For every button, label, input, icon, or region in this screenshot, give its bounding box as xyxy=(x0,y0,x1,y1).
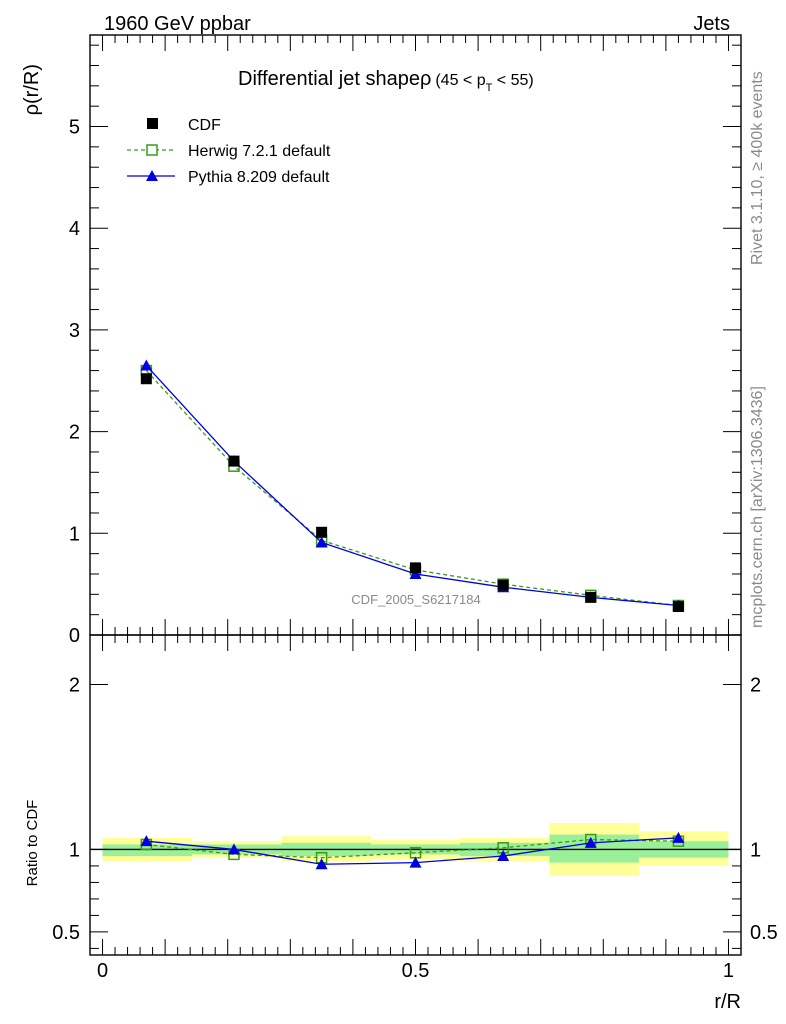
legend-herwig-marker xyxy=(146,144,158,156)
main-y-axis-label: ρ(r/R) xyxy=(21,64,43,115)
main-cdf-point xyxy=(497,579,509,591)
ratio-pythia-point xyxy=(140,835,153,847)
main-pythia-point xyxy=(315,536,328,548)
ratio-pythia-point xyxy=(497,850,510,862)
ratio-band-green xyxy=(102,844,193,857)
header-right-text: Jets xyxy=(693,13,730,35)
ratio-ticks xyxy=(90,635,741,955)
ratio-pythia-point xyxy=(227,843,240,855)
main-panel: 0 1 2 3 4 5 ρ(r/R) Differential jet shapeρ (45… xyxy=(21,34,742,647)
x-tick-label: 1 xyxy=(723,960,734,982)
main-pythia-point xyxy=(409,567,422,579)
ratio-y-tick-label-left: 2 xyxy=(69,674,80,696)
x-tick-label: 0.5 xyxy=(402,960,430,982)
main-cdf-point xyxy=(585,591,597,603)
main-y-tick-label: 5 xyxy=(69,117,80,139)
main-y-tick-label: 1 xyxy=(69,523,80,545)
rivet-version-text: Rivet 3.1.10, ≥ 400k events xyxy=(749,71,766,265)
legend-pythia-label: Pythia 8.209 default xyxy=(188,169,330,186)
analysis-watermark: CDF_2005_S6217184 xyxy=(351,592,480,607)
main-chart-title-range-end: < 55) xyxy=(492,72,533,89)
x-axis-label: r/R xyxy=(714,991,741,1013)
ratio-y-tick-labels: 0.5 0.5 1 1 2 2 xyxy=(52,674,778,943)
header-left-text: 1960 GeV ppbar xyxy=(104,13,251,35)
legend: CDF Herwig 7.2.1 default Pythia 8.209 de… xyxy=(127,117,331,186)
legend-cdf-label: CDF xyxy=(188,117,221,134)
ratio-panel: 0.5 0.51 12 2 0 0.5 1 Ratio to CDF r/R xyxy=(24,634,778,1013)
ratio-marks xyxy=(140,831,685,870)
main-y-tick-label: 3 xyxy=(69,320,80,342)
ratio-band-green xyxy=(549,834,639,863)
main-chart-title-text: Differential jet shapeρ xyxy=(238,68,431,90)
main-pythia-point xyxy=(140,359,153,371)
x-tick-labels: 0 0.5 1 xyxy=(97,960,734,982)
legend-pythia-marker xyxy=(146,170,158,181)
ratio-pythia-point xyxy=(315,858,328,870)
legend-herwig-label: Herwig 7.2.1 default xyxy=(188,143,331,160)
main-cdf-point xyxy=(140,373,152,385)
ratio-y-tick-label-right: 1 xyxy=(750,839,761,861)
main-cdf-point xyxy=(228,455,240,467)
ratio-frame xyxy=(89,634,742,956)
mcplots-reference-text: mcplots.cern.ch [arXiv:1306.3436] xyxy=(749,386,766,628)
ratio-y-tick-label-left: 1 xyxy=(69,839,80,861)
ratio-uncertainty-bands xyxy=(90,823,741,876)
ratio-y-tick-label-right: 2 xyxy=(750,674,761,696)
main-cdf-point xyxy=(672,601,684,613)
x-tick-label: 0 xyxy=(97,960,108,982)
main-y-tick-label: 0 xyxy=(69,625,80,647)
ratio-y-axis-label: Ratio to CDF xyxy=(24,800,41,887)
ratio-pythia-point xyxy=(672,831,685,843)
main-marks xyxy=(140,359,685,613)
main-chart-title-subscript: T xyxy=(486,82,493,94)
ratio-pythia-point xyxy=(584,836,597,848)
legend-cdf-marker xyxy=(147,118,158,129)
main-chart-title-range: (45 < p xyxy=(435,72,485,89)
ratio-herwig-line xyxy=(146,838,679,859)
main-y-tick-label: 2 xyxy=(69,422,80,444)
main-cdf-point xyxy=(316,526,328,538)
main-chart-title: Differential jet shapeρ (45 < pT < 55) xyxy=(238,68,534,94)
main-cdf-point xyxy=(410,562,421,574)
ratio-pythia-point xyxy=(409,856,422,868)
ratio-y-tick-label-left: 0.5 xyxy=(52,922,80,944)
ratio-y-tick-label-right: 0.5 xyxy=(750,922,778,944)
main-y-tick-label: 4 xyxy=(69,218,80,240)
main-y-tick-labels: 0 1 2 3 4 5 xyxy=(69,117,80,647)
